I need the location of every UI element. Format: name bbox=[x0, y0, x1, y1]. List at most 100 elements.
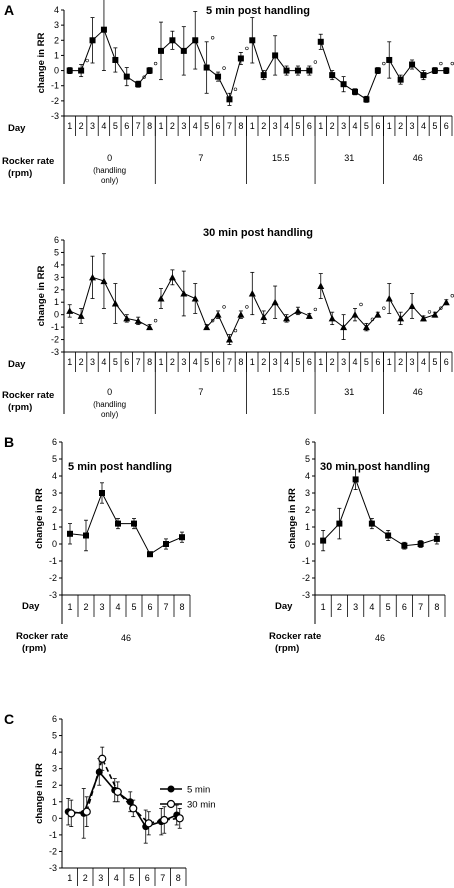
y-tick-label: 3 bbox=[54, 20, 59, 30]
series-line bbox=[69, 28, 150, 85]
y-tick-label: -3 bbox=[302, 590, 310, 600]
y-axis-label: change in RR bbox=[34, 488, 45, 549]
data-point bbox=[317, 282, 325, 290]
data-point bbox=[180, 47, 187, 54]
panel-label-a: A bbox=[4, 2, 14, 18]
data-point bbox=[283, 67, 290, 74]
day-tick-label: 5 bbox=[364, 357, 369, 367]
day-tick-label: 7 bbox=[163, 602, 168, 612]
significance-marker bbox=[427, 310, 432, 314]
data-point bbox=[83, 532, 89, 539]
day-tick-label: 5 bbox=[364, 121, 369, 131]
day-tick-label: 5 bbox=[129, 873, 134, 883]
day-tick-label: 4 bbox=[284, 121, 289, 131]
y-tick-label: 1 bbox=[305, 522, 310, 532]
significance-marker bbox=[450, 61, 454, 66]
data-point bbox=[249, 37, 256, 44]
significance-marker bbox=[85, 58, 89, 63]
day-tick-label: 6 bbox=[216, 357, 221, 367]
significance-marker bbox=[313, 60, 318, 64]
data-point bbox=[99, 490, 105, 496]
day-tick-label: 1 bbox=[387, 357, 392, 367]
y-tick-label: 4 bbox=[305, 471, 310, 481]
data-point bbox=[158, 47, 164, 54]
day-tick-label: 2 bbox=[261, 357, 266, 367]
data-point bbox=[397, 76, 404, 83]
data-point bbox=[352, 88, 358, 95]
data-point bbox=[66, 307, 74, 314]
day-tick-label: 1 bbox=[318, 121, 323, 131]
rocker-rate-value: 7 bbox=[198, 153, 203, 163]
data-point bbox=[192, 37, 199, 44]
rocker-rate-unit: (rpm) bbox=[8, 402, 32, 413]
chart-b-30min: 30 min post handling -3 -2 -1 0 1 2 3 4 5 6 change … bbox=[269, 437, 446, 654]
data-point bbox=[160, 815, 169, 825]
data-point bbox=[113, 787, 122, 796]
legend-marker bbox=[167, 785, 175, 793]
data-point bbox=[82, 807, 91, 816]
day-tick-label: 5 bbox=[204, 357, 209, 367]
data-point bbox=[272, 52, 279, 59]
data-point bbox=[340, 323, 348, 331]
rocker-rate-value: 31 bbox=[344, 153, 354, 163]
day-tick-label: 2 bbox=[330, 357, 335, 367]
y-tick-label: 2 bbox=[54, 35, 59, 45]
data-point bbox=[260, 72, 267, 79]
y-tick-label: 4 bbox=[52, 471, 57, 481]
rocker-rate-note: only) bbox=[101, 410, 119, 419]
day-tick-label: 3 bbox=[90, 121, 95, 131]
day-tick-label: 8 bbox=[434, 602, 439, 612]
day-row-label: Day bbox=[22, 601, 40, 612]
day-tick-label: 5 bbox=[432, 357, 437, 367]
day-tick-label: 5 bbox=[204, 121, 209, 131]
data-point bbox=[362, 323, 370, 331]
significance-marker bbox=[313, 307, 318, 312]
data-point bbox=[147, 551, 153, 558]
data-point bbox=[191, 294, 199, 302]
day-tick-label: 1 bbox=[318, 357, 323, 367]
day-tick-label: 2 bbox=[398, 357, 403, 367]
chart-title: 30 min post handling bbox=[203, 227, 313, 239]
rocker-rate-value: 46 bbox=[375, 633, 385, 643]
data-point bbox=[89, 37, 96, 44]
data-point bbox=[260, 313, 268, 321]
data-point bbox=[340, 81, 347, 88]
day-tick-label: 5 bbox=[386, 602, 391, 612]
day-tick-label: 6 bbox=[124, 357, 129, 367]
day-tick-label: 6 bbox=[402, 602, 407, 612]
day-tick-label: 6 bbox=[375, 357, 380, 367]
data-point bbox=[363, 96, 370, 103]
day-tick-label: 6 bbox=[444, 357, 449, 367]
rocker-rate-note: only) bbox=[101, 176, 119, 185]
data-point bbox=[134, 317, 142, 324]
y-tick-label: -1 bbox=[49, 556, 57, 566]
data-point bbox=[203, 64, 210, 71]
day-row-label: Day bbox=[275, 601, 293, 612]
significance-marker bbox=[382, 61, 386, 66]
y-tick-label: 2 bbox=[52, 505, 57, 515]
data-point bbox=[237, 311, 245, 318]
data-point bbox=[135, 81, 142, 88]
data-point bbox=[67, 809, 76, 818]
day-tick-label: 4 bbox=[193, 121, 198, 131]
significance-marker bbox=[245, 305, 249, 309]
significance-marker bbox=[439, 306, 443, 310]
chart-a-30min: 30 min post handling-3-2-10123456change … bbox=[2, 227, 454, 419]
data-point bbox=[374, 311, 382, 318]
significance-marker bbox=[153, 318, 158, 323]
rocker-rate-value: 15.5 bbox=[272, 153, 290, 163]
day-tick-label: 4 bbox=[101, 357, 106, 367]
day-tick-label: 4 bbox=[352, 357, 357, 367]
data-point bbox=[123, 314, 131, 322]
significance-marker bbox=[450, 294, 454, 298]
day-tick-label: 2 bbox=[398, 121, 403, 131]
y-tick-label: 3 bbox=[52, 764, 57, 774]
y-tick-label: -3 bbox=[51, 347, 59, 357]
chart-title: 30 min post handling bbox=[320, 461, 430, 473]
y-tick-label: 1 bbox=[54, 297, 59, 307]
day-tick-label: 8 bbox=[147, 357, 152, 367]
data-point bbox=[351, 311, 359, 318]
y-tick-label: 4 bbox=[52, 747, 57, 757]
day-tick-label: 5 bbox=[131, 602, 136, 612]
rocker-rate-label: Rocker rate bbox=[2, 156, 54, 167]
